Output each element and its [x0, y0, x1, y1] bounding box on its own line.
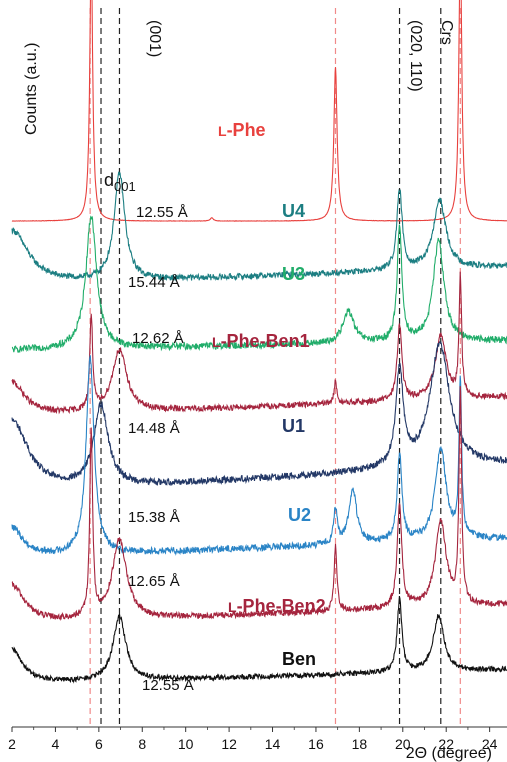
d-spacing-label: 12.55 Å [142, 677, 194, 694]
d-spacing-label: 15.38 Å [128, 509, 180, 526]
series-line-u3 [11, 215, 507, 353]
x-axis: 2 4 6 8 10 12 14 16 18 20 22 24 [8, 726, 507, 752]
x-tick-label: 2 [8, 736, 16, 752]
x-tick-label: 22 [438, 736, 454, 752]
d-spacing-label: 12.55 Å [136, 204, 188, 221]
series-label-suffix: -Phe-Ben2 [237, 596, 326, 616]
d001-letter: d [104, 170, 114, 190]
series-label: U1 [282, 416, 305, 436]
series-label-prefix: L [228, 599, 237, 615]
series-label-suffix: -Phe-Ben1 [221, 331, 310, 351]
series-line-l-phe-ben2 [11, 386, 507, 622]
x-tick-label: 10 [178, 736, 194, 752]
y-axis-label: Counts (a.u.) [23, 43, 40, 135]
d-spacing-label: 12.65 Å [128, 573, 180, 590]
x-tick-label: 12 [221, 736, 237, 752]
x-tick-label: 14 [265, 736, 281, 752]
d-spacing-label: 12.62 Å [132, 330, 184, 347]
series-label: U4 [282, 201, 305, 221]
d001-label: d001 [104, 170, 136, 194]
series-line-u2 [11, 355, 507, 556]
x-tick-label: 4 [52, 736, 60, 752]
series-label: U2 [288, 505, 311, 525]
x-tick-label: 20 [395, 736, 411, 752]
x-axis-label: 2Θ (degree) [406, 745, 492, 762]
d-spacing-label: 14.48 Å [128, 420, 180, 437]
series-line-l-phe [11, 0, 507, 222]
series-line-ben [11, 595, 507, 684]
reflection-label: (020, 110) [407, 20, 424, 92]
x-tick-label: 24 [482, 736, 498, 752]
d-spacing-label: 15.44 Å [128, 274, 180, 291]
d001-subscript: 001 [114, 179, 136, 194]
series-label-suffix: -Phe [227, 120, 266, 140]
series-label: L-Phe-Ben1 [212, 331, 310, 351]
reference-lines [89, 8, 461, 727]
reflection-label: (001) [146, 20, 163, 57]
series-label: L-Phe-Ben2 [228, 596, 326, 616]
series-group [11, 0, 507, 684]
series-label-prefix: L [218, 123, 227, 139]
series-line-u1 [11, 340, 507, 487]
series-line-l-phe-ben1 [11, 271, 507, 415]
x-tick-label: 8 [138, 736, 146, 752]
x-tick-label: 16 [308, 736, 324, 752]
series-line-u4 [11, 171, 507, 282]
series-label: Ben [282, 649, 316, 669]
reflection-label: Crs [438, 20, 455, 45]
x-tick-label: 6 [95, 736, 103, 752]
series-label-prefix: L [212, 334, 221, 350]
x-tick-label: 18 [352, 736, 368, 752]
series-label: U3 [282, 264, 305, 284]
series-label: L-Phe [218, 120, 266, 140]
